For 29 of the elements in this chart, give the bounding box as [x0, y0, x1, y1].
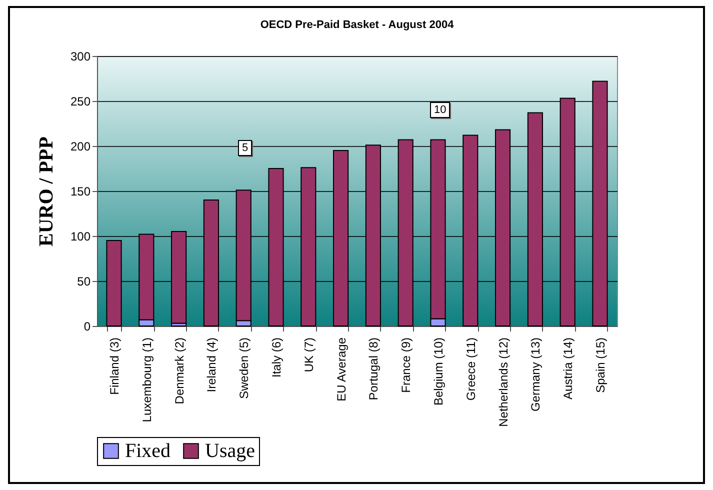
x-tick-label: Belgium (10) — [431, 338, 446, 406]
y-axis-title: EURO / PPP — [35, 136, 58, 246]
x-tick-label: Denmark (2) — [172, 338, 186, 404]
y-tick-label: 250 — [70, 94, 91, 108]
x-tick-label: EU Average — [334, 337, 348, 402]
x-tick-label: Italy (6) — [270, 338, 284, 378]
x-tick-label: Germany (13) — [528, 338, 543, 412]
y-tick-label: 0 — [84, 320, 91, 334]
chart-title: OECD Pre-Paid Basket - August 2004 — [260, 19, 455, 31]
annotation: 10 — [430, 102, 450, 118]
x-tick-label: Austria (14) — [561, 338, 576, 400]
x-tick-label: Greece (11) — [464, 338, 478, 401]
y-tick-label: 150 — [70, 184, 91, 198]
annotation: 5 — [238, 140, 252, 156]
y-tick-label: 50 — [77, 274, 91, 288]
x-tick-label: France (9) — [399, 338, 414, 393]
legend-label: Fixed — [125, 440, 171, 462]
y-tick-label: 100 — [70, 230, 91, 244]
y-tick-label: 200 — [70, 140, 91, 154]
x-tick-label: Netherlands (12) — [496, 338, 510, 427]
legend-label: Usage — [205, 440, 256, 462]
y-tick-label: 300 — [70, 50, 91, 64]
x-tick-label: Luxembourg (1) — [140, 338, 154, 422]
x-tick-label: Ireland (4) — [204, 338, 219, 392]
x-tick-label: Portugal (8) — [366, 338, 381, 400]
x-tick-label: Spain (15) — [593, 338, 608, 393]
x-tick-label: Finland (3) — [108, 338, 122, 395]
x-tick-label: Sweden (5) — [237, 338, 252, 399]
x-tick-label: UK (7) — [302, 338, 316, 372]
